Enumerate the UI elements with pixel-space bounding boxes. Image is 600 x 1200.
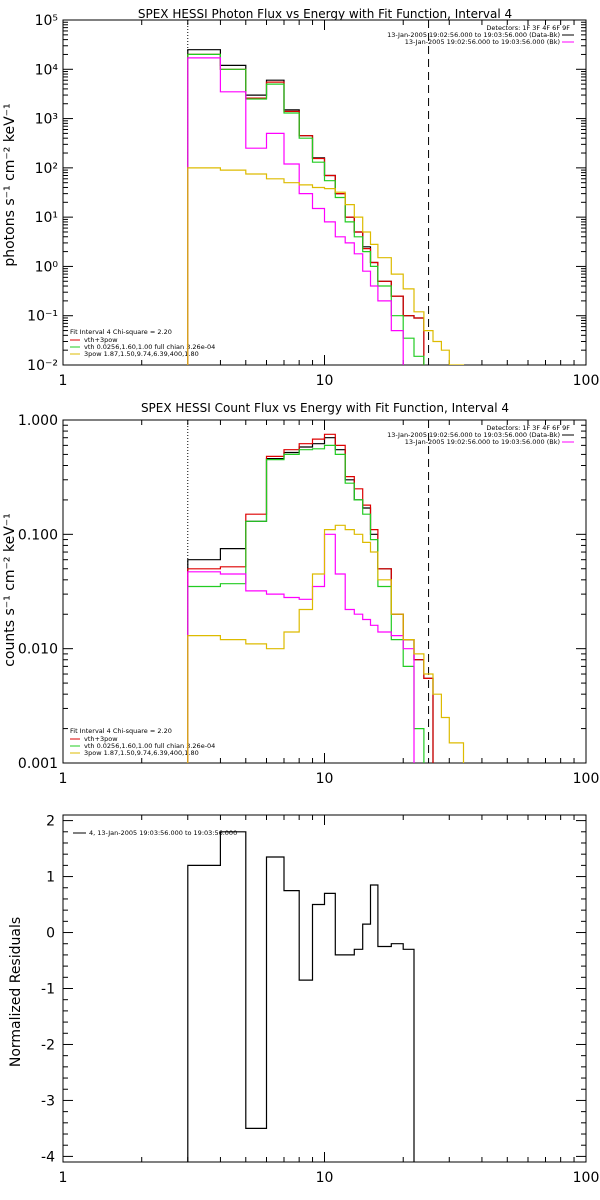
plot-frame-residuals [62,814,587,1163]
y-tick-label: 0 [46,926,55,942]
legend-detectors: Detectors: 1F 3F 4F 6F 9F [486,24,570,32]
series-line-0 [187,437,434,763]
y-tick-label: 10⁰ [35,259,59,275]
legend-detectors: Detectors: 1F 3F 4F 6F 9F [486,424,570,432]
y-tick-label: -4 [41,1149,55,1165]
x-tick-label: 1 [59,373,68,389]
y-tick-label: -2 [41,1037,55,1053]
y-tick-label: 0.010 [18,642,58,658]
y-axis-label-residuals: Normalized Residuals [8,917,24,1067]
series-line-2 [187,444,425,763]
legend-vth: vth 0.0256,1.60,1.00 full chian 3.26e-04 [84,343,215,351]
legend-bk: 13-Jan-2005 19:02:56.000 to 19:03:56.000… [405,438,560,446]
x-tick-label: 10 [316,373,334,389]
y-tick-label: 0.100 [18,527,58,543]
plot-frame-count [62,419,587,764]
legend-fit-interval: Fit Interval 4 Chi-square = 2.20 [70,727,172,735]
series-line-0 [187,49,425,365]
legend-bk: 13-Jan-2005 19:02:56.000 to 19:03:56.000… [405,38,560,46]
legend-fit-interval: Fit Interval 4 Chi-square = 2.20 [70,328,172,336]
x-tick-label: 100 [573,1170,600,1186]
legend-bottom-left-count: Fit Interval 4 Chi-square = 2.20 vth+3po… [70,727,215,757]
legend-total: vth+3pow [84,336,118,344]
chart-title-photon: SPEX HESSI Photon Flux vs Energy with Fi… [138,7,512,21]
y-tick-label: 1 [46,870,55,886]
y-tick-label: 10⁴ [35,62,59,78]
x-tick-label: 100 [573,373,600,389]
y-tick-label: 10⁻¹ [27,309,58,325]
legend-3pow: 3pow 1.87,1.50,9.74,6.39,400,1.80 [84,749,199,757]
series-line-1 [187,433,434,763]
series-line-0 [187,831,415,1162]
series-line-3 [187,57,404,365]
legend-data-bk: 13-Jan-2005 19:02:56.000 to 19:03:56.000… [387,431,560,439]
legend-top-right-photon: Detectors: 1F 3F 4F 6F 9F 13-Jan-2005 19… [387,24,574,46]
x-tick-label: 10 [316,1170,334,1186]
x-tick-label: 10 [316,771,334,787]
y-axis-label-photon: photons s⁻¹ cm⁻² keV⁻¹ [2,103,18,266]
x-tick-label: 100 [573,771,600,787]
legend-top-right-count: Detectors: 1F 3F 4F 6F 9F 13-Jan-2005 19… [387,424,574,446]
series-line-2 [187,53,425,365]
series-line-1 [187,53,425,365]
y-tick-label: 10² [35,161,58,177]
legend-data-bk: 13-Jan-2005 19:02:56.000 to 19:03:56.000… [387,31,560,39]
legend-vth: vth 0.0256,1.60,1.00 full chian 3.26e-04 [84,742,215,750]
y-axis-label-count: counts s⁻¹ cm⁻² keV⁻¹ [2,513,18,667]
plot-frame-photon [62,19,587,366]
y-tick-label: 10¹ [35,210,58,226]
y-tick-label: 0.001 [18,756,58,772]
y-tick-label: 10⁵ [35,13,58,29]
y-tick-label: 10³ [35,112,58,128]
y-tick-label: 10⁻² [27,358,58,374]
legend-residuals: 4, 13-Jan-2005 19:03:56.000 to 19:03:56.… [73,829,237,837]
legend-3pow: 3pow 1.87,1.50,9.74,6.39,400,1.80 [84,350,199,358]
x-tick-label: 1 [59,1170,68,1186]
y-tick-label: -1 [41,982,55,998]
legend-total: vth+3pow [84,735,118,743]
y-tick-label: -3 [41,1093,55,1109]
legend-bottom-left-photon: Fit Interval 4 Chi-square = 2.20 vth+3po… [70,328,215,358]
series-line-3 [187,533,415,763]
y-tick-label: 1.000 [18,413,58,429]
series-line-4 [187,524,465,763]
chart-title-count: SPEX HESSI Count Flux vs Energy with Fit… [141,401,509,415]
legend-residuals-text: 4, 13-Jan-2005 19:03:56.000 to 19:03:56.… [89,829,237,837]
x-tick-label: 1 [59,771,68,787]
y-tick-label: 2 [46,814,55,830]
series-line-4 [187,167,465,365]
